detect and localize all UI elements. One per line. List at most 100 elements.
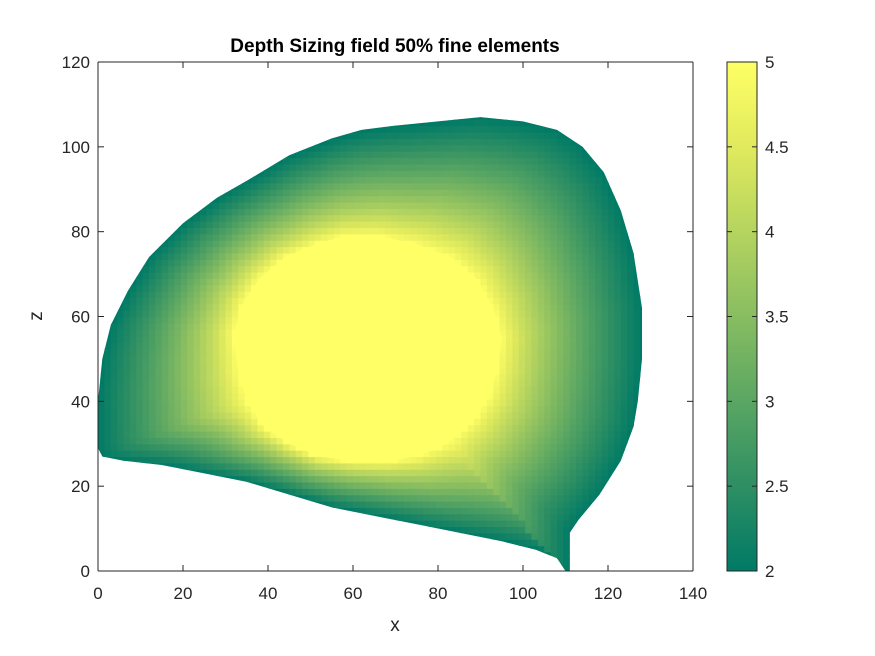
heatmap-cell bbox=[518, 532, 526, 540]
heatmap-cell bbox=[238, 411, 246, 419]
heatmap-cell bbox=[493, 367, 501, 375]
heatmap-cell bbox=[219, 310, 227, 318]
heatmap-cell bbox=[155, 316, 163, 324]
heatmap-cell bbox=[499, 233, 507, 241]
heatmap-cell bbox=[480, 431, 488, 438]
heatmap-cell bbox=[231, 418, 239, 426]
heatmap-cell bbox=[378, 170, 386, 178]
heatmap-cell bbox=[257, 462, 265, 470]
heatmap-cell bbox=[238, 291, 246, 299]
heatmap-cell bbox=[200, 316, 207, 324]
heatmap-cell bbox=[340, 201, 348, 209]
heatmap-cell bbox=[461, 443, 469, 451]
heatmap-cell bbox=[506, 405, 513, 413]
heatmap-cell bbox=[512, 501, 520, 508]
heatmap-cell bbox=[193, 214, 201, 222]
heatmap-cell bbox=[149, 424, 156, 432]
heatmap-cell bbox=[486, 469, 494, 477]
heatmap-cell bbox=[410, 157, 418, 165]
heatmap-cell bbox=[359, 138, 367, 146]
heatmap-cell bbox=[455, 233, 462, 241]
heatmap-cell bbox=[302, 195, 309, 203]
heatmap-cell bbox=[480, 271, 488, 279]
heatmap-cell bbox=[429, 221, 437, 229]
heatmap-cell bbox=[486, 259, 494, 267]
heatmap-cell bbox=[512, 252, 520, 260]
heatmap-cell bbox=[238, 233, 246, 241]
heatmap-cell bbox=[308, 469, 316, 477]
heatmap-cell bbox=[231, 201, 239, 209]
heatmap-cell bbox=[212, 208, 220, 216]
heatmap-cell bbox=[429, 125, 437, 133]
heatmap-cell bbox=[231, 392, 239, 400]
heatmap-cell bbox=[219, 456, 227, 464]
heatmap-cell bbox=[270, 201, 278, 209]
heatmap-cell bbox=[480, 462, 488, 470]
heatmap-cell bbox=[225, 291, 233, 299]
heatmap-cell bbox=[435, 151, 443, 159]
heatmap-cell bbox=[110, 437, 118, 445]
heatmap-cell bbox=[499, 494, 507, 502]
heatmap-cell bbox=[518, 278, 526, 286]
heatmap-cell bbox=[455, 450, 462, 458]
heatmap-cell bbox=[302, 157, 309, 165]
heatmap-cell bbox=[136, 291, 144, 299]
heatmap-cell bbox=[384, 507, 392, 515]
heatmap-cell bbox=[231, 475, 239, 483]
heatmap-cell bbox=[212, 240, 220, 248]
heatmap-cell bbox=[397, 163, 405, 171]
heatmap-cell bbox=[161, 284, 169, 292]
heatmap-cell bbox=[467, 437, 475, 445]
heatmap-cell bbox=[518, 310, 526, 318]
heatmap-cell bbox=[518, 373, 526, 381]
heatmap-cell bbox=[136, 278, 144, 286]
heatmap-cell bbox=[142, 456, 150, 464]
heatmap-cell bbox=[493, 405, 501, 413]
heatmap-cell bbox=[512, 373, 520, 381]
heatmap-cell bbox=[423, 227, 431, 235]
heatmap-cell bbox=[474, 526, 482, 534]
heatmap-cell bbox=[212, 316, 220, 324]
heatmap-cell bbox=[480, 532, 488, 540]
heatmap-cell bbox=[225, 252, 233, 260]
heatmap-cell bbox=[187, 233, 195, 241]
heatmap-cell bbox=[187, 297, 195, 305]
heatmap-cell bbox=[149, 443, 156, 451]
heatmap-cell bbox=[435, 450, 443, 458]
heatmap-cell bbox=[455, 520, 462, 528]
heatmap-cell bbox=[276, 475, 284, 483]
heatmap-cell bbox=[359, 151, 367, 159]
heatmap-cell bbox=[480, 418, 488, 426]
heatmap-cell bbox=[282, 475, 290, 483]
heatmap-cell bbox=[410, 163, 418, 171]
heatmap-cell bbox=[506, 131, 513, 139]
heatmap-cell bbox=[314, 151, 322, 159]
heatmap-cell bbox=[149, 437, 156, 445]
heatmap-cell bbox=[212, 303, 220, 311]
heatmap-cell bbox=[142, 310, 150, 318]
heatmap-cell bbox=[518, 481, 526, 489]
heatmap-cell bbox=[429, 513, 437, 521]
heatmap-cell bbox=[263, 201, 271, 209]
heatmap-cell bbox=[206, 310, 214, 318]
heatmap-cell bbox=[174, 291, 182, 299]
heatmap-cell bbox=[506, 367, 513, 375]
heatmap-cell bbox=[525, 532, 533, 540]
heatmap-cell bbox=[231, 265, 239, 273]
heatmap-cell bbox=[270, 176, 278, 184]
heatmap-cell bbox=[270, 246, 278, 254]
heatmap-cell bbox=[136, 373, 144, 381]
heatmap-cell bbox=[155, 348, 163, 356]
heatmap-cell bbox=[486, 227, 494, 235]
heatmap-cell bbox=[321, 144, 329, 152]
heatmap-cell bbox=[455, 176, 462, 184]
heatmap-cell bbox=[353, 214, 360, 222]
heatmap-cell bbox=[129, 303, 137, 311]
heatmap-cell bbox=[474, 462, 482, 470]
heatmap-cell bbox=[321, 456, 329, 464]
heatmap-cell bbox=[136, 443, 144, 451]
heatmap-cell bbox=[212, 380, 220, 388]
heatmap-cell bbox=[480, 125, 488, 133]
heatmap-cell bbox=[410, 195, 418, 203]
heatmap-cell bbox=[212, 405, 220, 413]
